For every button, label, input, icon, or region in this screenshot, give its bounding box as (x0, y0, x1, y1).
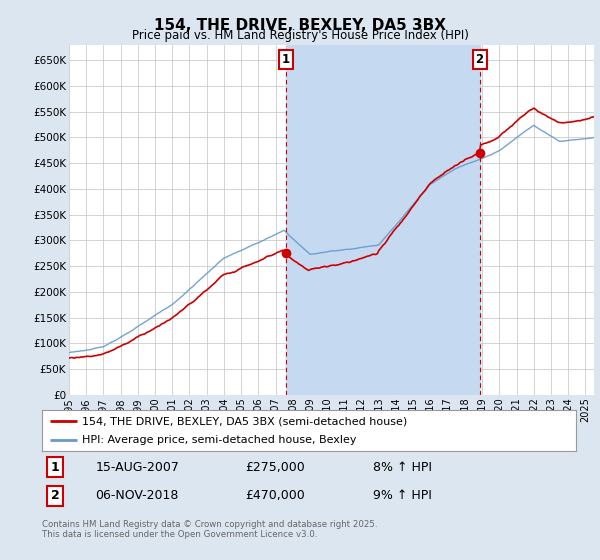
Text: £275,000: £275,000 (245, 461, 305, 474)
Text: 9% ↑ HPI: 9% ↑ HPI (373, 489, 432, 502)
Text: 06-NOV-2018: 06-NOV-2018 (95, 489, 179, 502)
Text: 1: 1 (51, 461, 60, 474)
Bar (286, 45, 479, 395)
Text: Price paid vs. HM Land Registry's House Price Index (HPI): Price paid vs. HM Land Registry's House … (131, 29, 469, 42)
Text: 154, THE DRIVE, BEXLEY, DA5 3BX: 154, THE DRIVE, BEXLEY, DA5 3BX (154, 18, 446, 33)
Text: 2: 2 (51, 489, 60, 502)
Text: Contains HM Land Registry data © Crown copyright and database right 2025.
This d: Contains HM Land Registry data © Crown c… (42, 520, 377, 539)
Text: 1: 1 (282, 53, 290, 66)
Text: 15-AUG-2007: 15-AUG-2007 (95, 461, 179, 474)
Text: £470,000: £470,000 (245, 489, 305, 502)
Text: HPI: Average price, semi-detached house, Bexley: HPI: Average price, semi-detached house,… (82, 435, 356, 445)
Text: 8% ↑ HPI: 8% ↑ HPI (373, 461, 432, 474)
Text: 154, THE DRIVE, BEXLEY, DA5 3BX (semi-detached house): 154, THE DRIVE, BEXLEY, DA5 3BX (semi-de… (82, 417, 407, 426)
Text: 2: 2 (475, 53, 484, 66)
